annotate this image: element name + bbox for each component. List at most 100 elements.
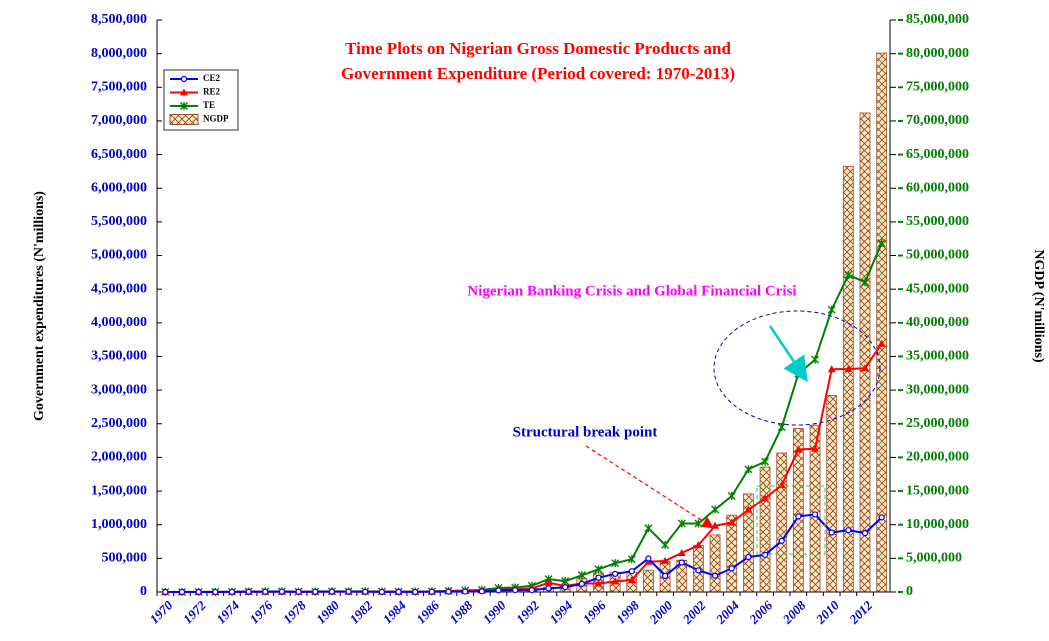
crisis-arrow [768, 325, 808, 383]
y-tick-label: 5,000,000 [91, 248, 147, 263]
x-tick-label: 1994 [546, 597, 575, 626]
y2-tick-label: 25,000,000 [906, 416, 969, 431]
point [861, 364, 870, 372]
legend-marker [180, 88, 188, 96]
point [577, 571, 586, 580]
legend-label: CE2 [203, 73, 221, 83]
point [627, 576, 636, 584]
x-tick-label: 1992 [513, 597, 542, 626]
point [662, 572, 669, 579]
point [761, 494, 770, 502]
y2-tick-label: 45,000,000 [906, 281, 969, 296]
y-tick-label: 1,000,000 [91, 517, 147, 532]
point [844, 270, 853, 279]
y2-tick-label: 85,000,000 [906, 12, 969, 27]
point [512, 586, 519, 594]
point [878, 514, 885, 521]
point [544, 578, 553, 586]
y-tick-label: 3,000,000 [91, 382, 147, 397]
point [794, 445, 803, 453]
x-tick-label: 1978 [280, 597, 309, 626]
point [562, 584, 569, 591]
annotation: Nigerian Banking Crisis and Global Finan… [467, 283, 796, 299]
bar [876, 52, 888, 593]
point [677, 549, 686, 557]
point [661, 556, 670, 564]
point [245, 588, 252, 595]
point [312, 588, 319, 595]
break-arrow [585, 445, 715, 529]
legend-swatch [169, 114, 199, 125]
point [844, 364, 853, 372]
point [278, 588, 286, 595]
y2-tick-label: 75,000,000 [906, 80, 969, 95]
point [545, 585, 552, 592]
point [661, 540, 670, 549]
x-tick-label: 2006 [746, 597, 776, 627]
annotation: Structural break point [513, 424, 658, 440]
legend-marker [180, 75, 188, 83]
point [828, 529, 835, 536]
x-tick-label: 1972 [180, 597, 209, 626]
bar [859, 112, 871, 593]
chart-title: Time Plots on Nigerian Gross Domestic Pr… [345, 39, 731, 58]
point [861, 530, 869, 537]
point [861, 278, 870, 287]
y-tick-label: 8,000,000 [91, 46, 147, 61]
point [478, 588, 485, 595]
point [595, 574, 602, 581]
y-tick-label: 4,500,000 [91, 281, 147, 296]
x-tick-label: 2008 [779, 597, 809, 627]
point [594, 565, 603, 574]
y2-tick-label: 50,000,000 [906, 248, 969, 263]
y2-tick-label: 60,000,000 [906, 180, 969, 195]
x-tick-label: 2000 [646, 597, 676, 627]
x-tick-label: 2002 [679, 597, 709, 627]
point [195, 588, 202, 596]
legend-label: NGDP [203, 114, 229, 124]
point [727, 518, 736, 526]
break-box [756, 485, 826, 555]
point [162, 588, 169, 596]
bar [792, 428, 804, 593]
x-tick-label: 2012 [846, 597, 876, 627]
point [445, 588, 452, 595]
point [412, 588, 419, 595]
bar [776, 452, 788, 593]
point [594, 579, 603, 587]
y-tick-label: 6,000,000 [91, 180, 147, 195]
point [744, 505, 753, 513]
point [578, 580, 585, 587]
point [262, 588, 269, 595]
point [612, 570, 619, 577]
point [462, 588, 469, 595]
point [628, 568, 635, 575]
y-tick-label: 5,500,000 [91, 214, 147, 229]
x-tick-label: 1998 [613, 597, 642, 626]
point [428, 588, 435, 595]
point [727, 492, 736, 501]
y-tick-label: 3,500,000 [91, 349, 147, 364]
y2-tick-label: 5,000,000 [906, 551, 962, 566]
point [795, 513, 802, 520]
point [877, 239, 886, 248]
y-tick-label: 8,500,000 [91, 12, 147, 27]
point [811, 444, 820, 452]
legend-label: RE2 [203, 87, 221, 97]
bar [826, 395, 838, 593]
point [744, 465, 753, 474]
x-tick-label: 1986 [413, 597, 442, 626]
y2-tick-label: 65,000,000 [906, 147, 969, 162]
crisis-ellipse [713, 310, 881, 426]
point [345, 588, 352, 595]
y-tick-label: 2,000,000 [91, 450, 147, 465]
point [228, 588, 236, 596]
chart-title: Government Expenditure (Period covered: … [341, 64, 735, 83]
point [827, 365, 836, 373]
point [778, 537, 785, 545]
y2-tick-label: 0 [906, 584, 913, 599]
point [711, 572, 719, 579]
x-tick-label: 1970 [147, 597, 176, 626]
line [165, 513, 883, 593]
